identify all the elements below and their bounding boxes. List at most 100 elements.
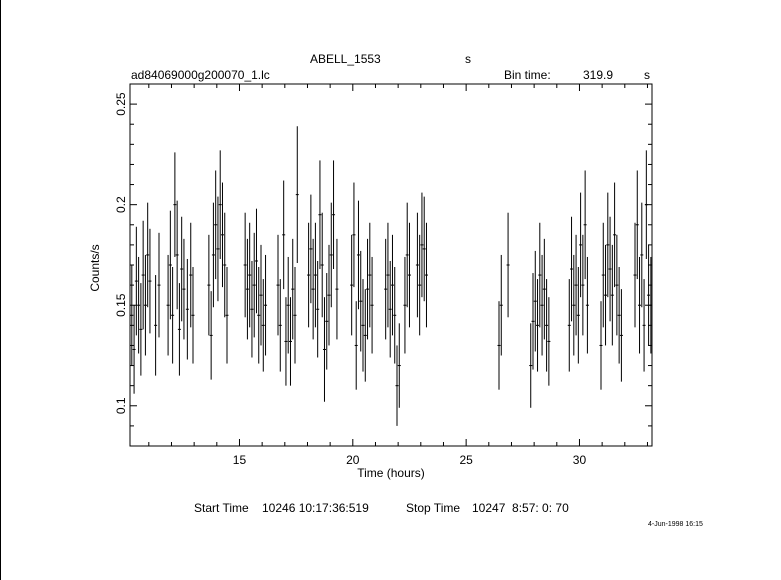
data-point <box>424 222 428 328</box>
data-point <box>499 254 503 356</box>
data-point <box>649 256 653 354</box>
data-point <box>311 238 315 340</box>
data-point <box>415 212 419 318</box>
x-tick-label: 15 <box>233 453 247 467</box>
data-point <box>182 238 186 340</box>
data-point <box>370 256 374 354</box>
y-tick-label: 0.1 <box>114 397 128 414</box>
plot-timestamp: 4-Jun-1998 16:15 <box>648 521 703 528</box>
data-point <box>403 256 407 354</box>
data-point <box>139 283 143 376</box>
data-point <box>327 244 331 346</box>
data-point <box>497 301 501 390</box>
data-point <box>390 234 394 336</box>
data-point <box>610 244 614 346</box>
data-point <box>352 182 356 288</box>
data-point <box>137 256 141 354</box>
data-point <box>223 212 227 318</box>
x-tick-label: 30 <box>573 453 587 467</box>
start-time-label: Start Time <box>194 501 249 515</box>
y-axis-title: Counts/s <box>88 244 102 291</box>
bin-time-unit: s <box>644 68 650 82</box>
data-point <box>329 202 333 308</box>
data-point <box>325 273 329 370</box>
data-point <box>617 267 621 364</box>
target-suffix: s <box>465 52 471 66</box>
data-point <box>640 202 644 308</box>
data-point <box>141 220 145 330</box>
data-point <box>293 267 297 364</box>
data-point <box>606 192 610 298</box>
data-point <box>386 222 390 328</box>
data-point <box>168 210 172 320</box>
data-point <box>608 216 612 322</box>
data-point <box>538 222 542 328</box>
data-point <box>157 232 161 338</box>
data-point <box>536 279 540 372</box>
x-tick-label: 25 <box>459 453 473 467</box>
data-point <box>307 222 311 328</box>
data-point <box>420 192 424 298</box>
data-point <box>644 150 648 259</box>
stop-time-value: 10247 8:57: 0: 70 <box>472 501 569 515</box>
data-point <box>601 222 605 328</box>
data-point <box>581 234 585 336</box>
data-point <box>313 222 317 328</box>
data-point <box>143 254 147 356</box>
data-point <box>177 283 181 376</box>
data-point <box>261 279 265 372</box>
y-tick-label: 0.25 <box>114 92 128 116</box>
data-point <box>218 150 222 259</box>
data-point <box>286 256 290 354</box>
data-point <box>185 258 189 360</box>
data-point <box>254 208 258 314</box>
data-point <box>576 267 580 364</box>
data-point <box>635 170 639 280</box>
data-point <box>209 291 213 380</box>
x-tick-label: 20 <box>346 453 360 467</box>
data-points <box>130 126 653 426</box>
data-point <box>216 196 220 302</box>
data-point <box>599 301 603 390</box>
data-point <box>533 250 537 352</box>
data-point <box>295 126 299 263</box>
data-point <box>615 234 619 336</box>
data-point <box>418 234 422 336</box>
data-point <box>633 222 637 328</box>
data-point <box>259 244 263 346</box>
data-point <box>309 194 313 304</box>
data-point <box>570 216 574 322</box>
data-point <box>567 279 571 372</box>
data-point <box>282 180 286 290</box>
data-point <box>422 196 426 302</box>
data-point <box>572 254 576 356</box>
data-point <box>220 182 224 288</box>
data-point <box>243 212 247 318</box>
data-point <box>189 222 193 328</box>
data-point <box>638 256 642 354</box>
data-point <box>278 279 282 372</box>
data-point <box>148 228 152 334</box>
y-tick-label: 0.15 <box>114 293 128 317</box>
data-point <box>132 305 136 394</box>
data-point <box>166 254 170 356</box>
data-point <box>322 297 326 402</box>
data-point <box>395 345 399 426</box>
data-point <box>363 289 367 382</box>
data-point <box>542 238 546 340</box>
data-point <box>388 260 392 358</box>
data-point <box>134 226 138 336</box>
data-point <box>545 279 549 372</box>
data-point <box>207 234 211 336</box>
data-point <box>332 160 336 270</box>
data-point <box>130 265 134 366</box>
data-point <box>245 238 249 340</box>
window-left-border <box>0 0 1 580</box>
data-point <box>154 275 158 376</box>
data-point <box>407 222 411 328</box>
data-point <box>604 244 608 346</box>
data-point <box>540 254 544 356</box>
data-point <box>180 216 184 322</box>
data-point <box>531 273 535 370</box>
data-point <box>175 200 179 310</box>
